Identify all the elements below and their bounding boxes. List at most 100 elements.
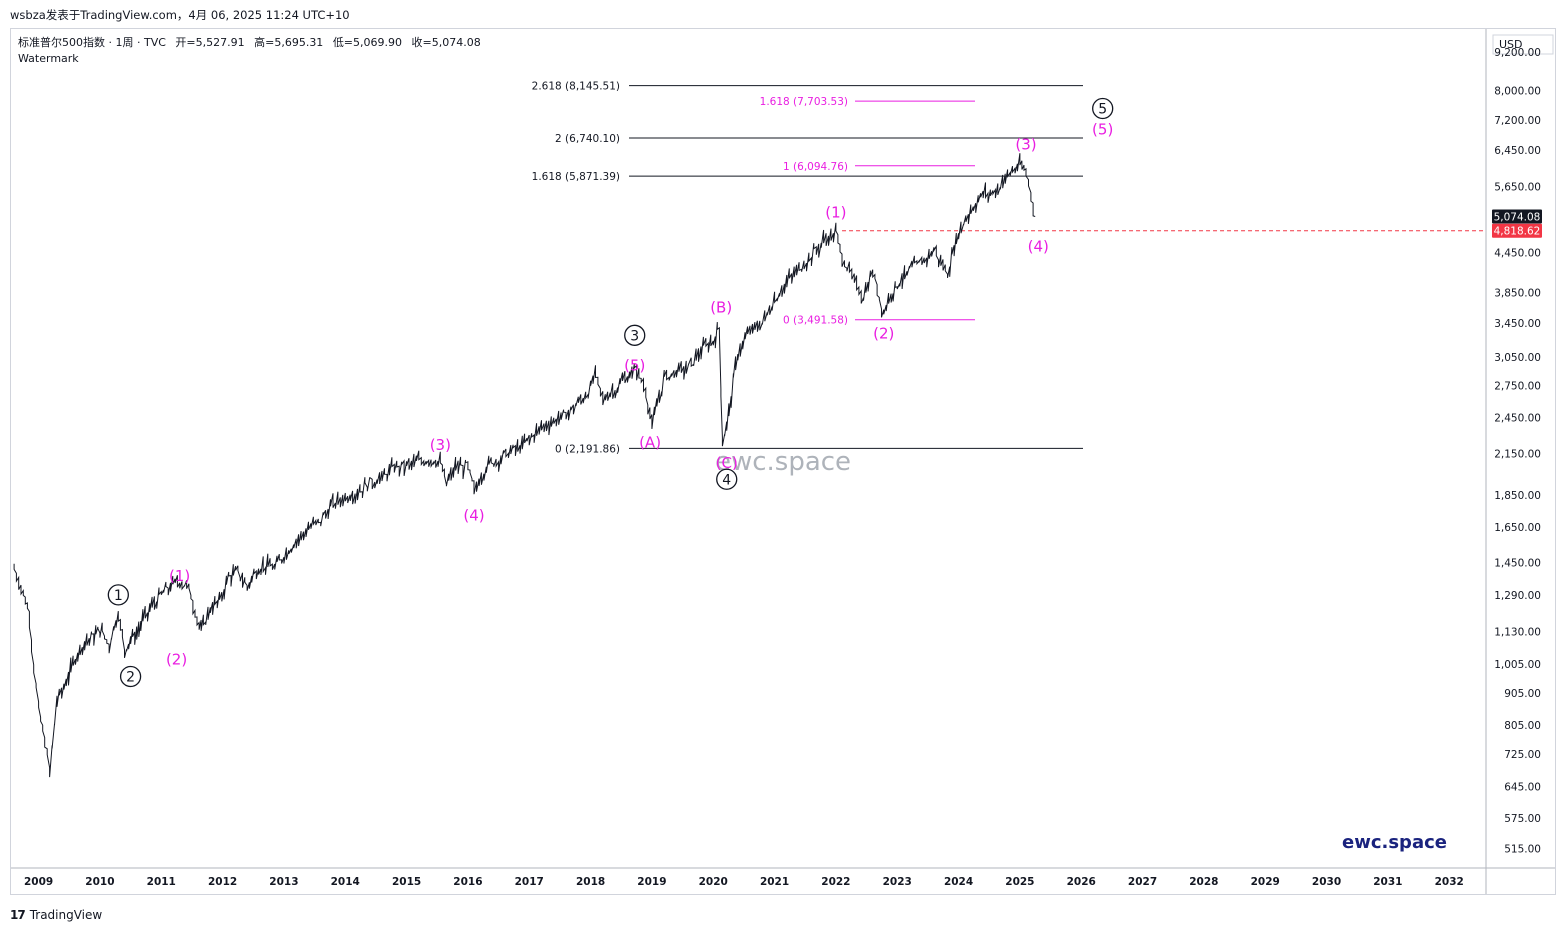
wave-label: (2) <box>166 651 187 669</box>
x-tick-label: 2024 <box>944 876 973 888</box>
y-tick-label: 905.00 <box>1504 688 1541 700</box>
y-tick-label: 1,130.00 <box>1494 626 1541 638</box>
y-tick-label: 6,450.00 <box>1494 145 1541 157</box>
fib-level-label: 0 (3,491.58) <box>783 315 848 327</box>
wave-label: (4) <box>1028 238 1049 256</box>
x-tick-label: 2027 <box>1128 876 1157 888</box>
high-value: 高=5,695.31 <box>254 36 324 49</box>
fib-level-label: 1 (6,094.76) <box>783 161 848 173</box>
low-value: 低=5,069.90 <box>332 36 403 49</box>
x-tick-label: 2016 <box>453 876 482 888</box>
price-tag-label: 5,074.08 <box>1494 211 1541 223</box>
wave-label: (A) <box>639 433 661 451</box>
x-tick-label: 2028 <box>1189 876 1218 888</box>
wave-label: (1) <box>169 567 190 585</box>
x-tick-label: 2012 <box>208 876 237 888</box>
y-tick-label: 645.00 <box>1504 781 1541 793</box>
x-tick-label: 2026 <box>1067 876 1096 888</box>
y-tick-label: 2,750.00 <box>1494 381 1541 393</box>
top-bar: wsbza发表于TradingView.com，4月 06, 2025 11:2… <box>0 0 1565 28</box>
wave-label: (2) <box>873 325 894 343</box>
wave-label: (3) <box>1015 136 1036 154</box>
wave-label: (4) <box>463 506 484 524</box>
wave-label: 1 <box>114 588 123 604</box>
open-value: 开=5,527.91 <box>175 36 245 49</box>
wave-label: 2 <box>126 669 135 685</box>
fib-level-label: 0 (2,191.86) <box>555 443 620 455</box>
footer: 17 TradingView <box>10 906 102 924</box>
y-tick-label: 1,005.00 <box>1494 659 1541 671</box>
y-tick-label: 1,450.00 <box>1494 558 1541 570</box>
y-tick-label: 575.00 <box>1504 813 1541 825</box>
y-tick-label: 8,000.00 <box>1494 86 1541 98</box>
x-tick-label: 2017 <box>515 876 544 888</box>
wave-label-circle <box>1092 97 1114 120</box>
y-tick-label: 1,290.00 <box>1494 590 1541 602</box>
tradingview-logo-icon[interactable]: 17 <box>10 908 26 922</box>
y-tick-label: 2,450.00 <box>1494 413 1541 425</box>
y-tick-label: 9,200.00 <box>1494 47 1541 59</box>
y-tick-label: 7,200.00 <box>1494 115 1541 127</box>
wave-label: 5 <box>1098 101 1107 117</box>
wave-label: (5) <box>624 356 645 374</box>
watermark-text: ewc.space <box>715 447 851 477</box>
watermark-label[interactable]: Watermark <box>18 52 79 65</box>
fib-level-label: 1.618 (5,871.39) <box>532 171 620 183</box>
currency-box[interactable] <box>1492 34 1554 55</box>
chart-legend: 标准普尔500指数 · 1周 · TVC 开=5,527.91 高=5,695.… <box>18 35 487 67</box>
x-tick-label: 2031 <box>1373 876 1402 888</box>
wave-label-circle <box>716 468 738 490</box>
x-tick-label: 2018 <box>576 876 605 888</box>
fib-level-label: 1.618 (7,703.53) <box>760 96 848 108</box>
tradingview-brand[interactable]: TradingView <box>29 908 103 922</box>
y-tick-label: 1,650.00 <box>1494 522 1541 534</box>
x-tick-label: 2023 <box>883 876 912 888</box>
y-tick-label: 3,050.00 <box>1494 352 1541 364</box>
y-tick-label: 1,850.00 <box>1494 490 1541 502</box>
wave-label: 4 <box>722 472 731 488</box>
y-tick-label: 515.00 <box>1504 844 1541 856</box>
fib-level-label: 2 (6,740.10) <box>555 133 620 145</box>
x-tick-label: 2032 <box>1435 876 1464 888</box>
price-tag-box <box>1492 223 1542 238</box>
x-tick-label: 2025 <box>1005 876 1034 888</box>
chart-frame[interactable] <box>10 28 1556 895</box>
y-tick-label: 725.00 <box>1504 749 1541 761</box>
wave-label: (B) <box>710 298 732 316</box>
price-tag-label: 4,818.62 <box>1494 226 1541 238</box>
x-tick-label: 2010 <box>85 876 114 888</box>
y-tick-label: 5,650.00 <box>1494 182 1541 194</box>
y-tick-label: 805.00 <box>1504 720 1541 732</box>
x-tick-label: 2013 <box>269 876 298 888</box>
y-tick-label: 3,850.00 <box>1494 288 1541 300</box>
wave-label-circle <box>107 584 129 606</box>
y-tick-label: 3,450.00 <box>1494 318 1541 330</box>
wave-label: (3) <box>430 436 451 454</box>
x-tick-label: 2030 <box>1312 876 1341 888</box>
price-tag-box <box>1492 209 1542 224</box>
publish-credit: wsbza发表于TradingView.com，4月 06, 2025 11:2… <box>10 8 350 22</box>
y-tick-label: 2,150.00 <box>1494 449 1541 461</box>
wave-label-circle <box>119 665 142 688</box>
brand-text: ewc.space <box>1342 832 1447 853</box>
x-tick-label: 2014 <box>331 876 360 888</box>
wave-label: (C) <box>716 454 738 472</box>
wave-label: 3 <box>630 328 639 344</box>
fib-level-label: 2.618 (8,145.51) <box>532 81 620 93</box>
x-tick-label: 2021 <box>760 876 789 888</box>
x-tick-label: 2015 <box>392 876 421 888</box>
x-tick-label: 2019 <box>637 876 666 888</box>
wave-label: (1) <box>825 203 846 221</box>
symbol-label[interactable]: 标准普尔500指数 · 1周 · TVC <box>18 36 166 49</box>
x-tick-label: 2020 <box>699 876 728 888</box>
y-tick-label: 4,450.00 <box>1494 248 1541 260</box>
currency-label: USD <box>1499 38 1523 51</box>
x-tick-label: 2011 <box>147 876 176 888</box>
price-series-line <box>13 153 1036 778</box>
x-tick-label: 2022 <box>821 876 850 888</box>
x-tick-label: 2009 <box>24 876 53 888</box>
x-tick-label: 2029 <box>1251 876 1280 888</box>
wave-label-circle <box>624 324 646 346</box>
close-value: 收=5,074.08 <box>411 36 481 49</box>
